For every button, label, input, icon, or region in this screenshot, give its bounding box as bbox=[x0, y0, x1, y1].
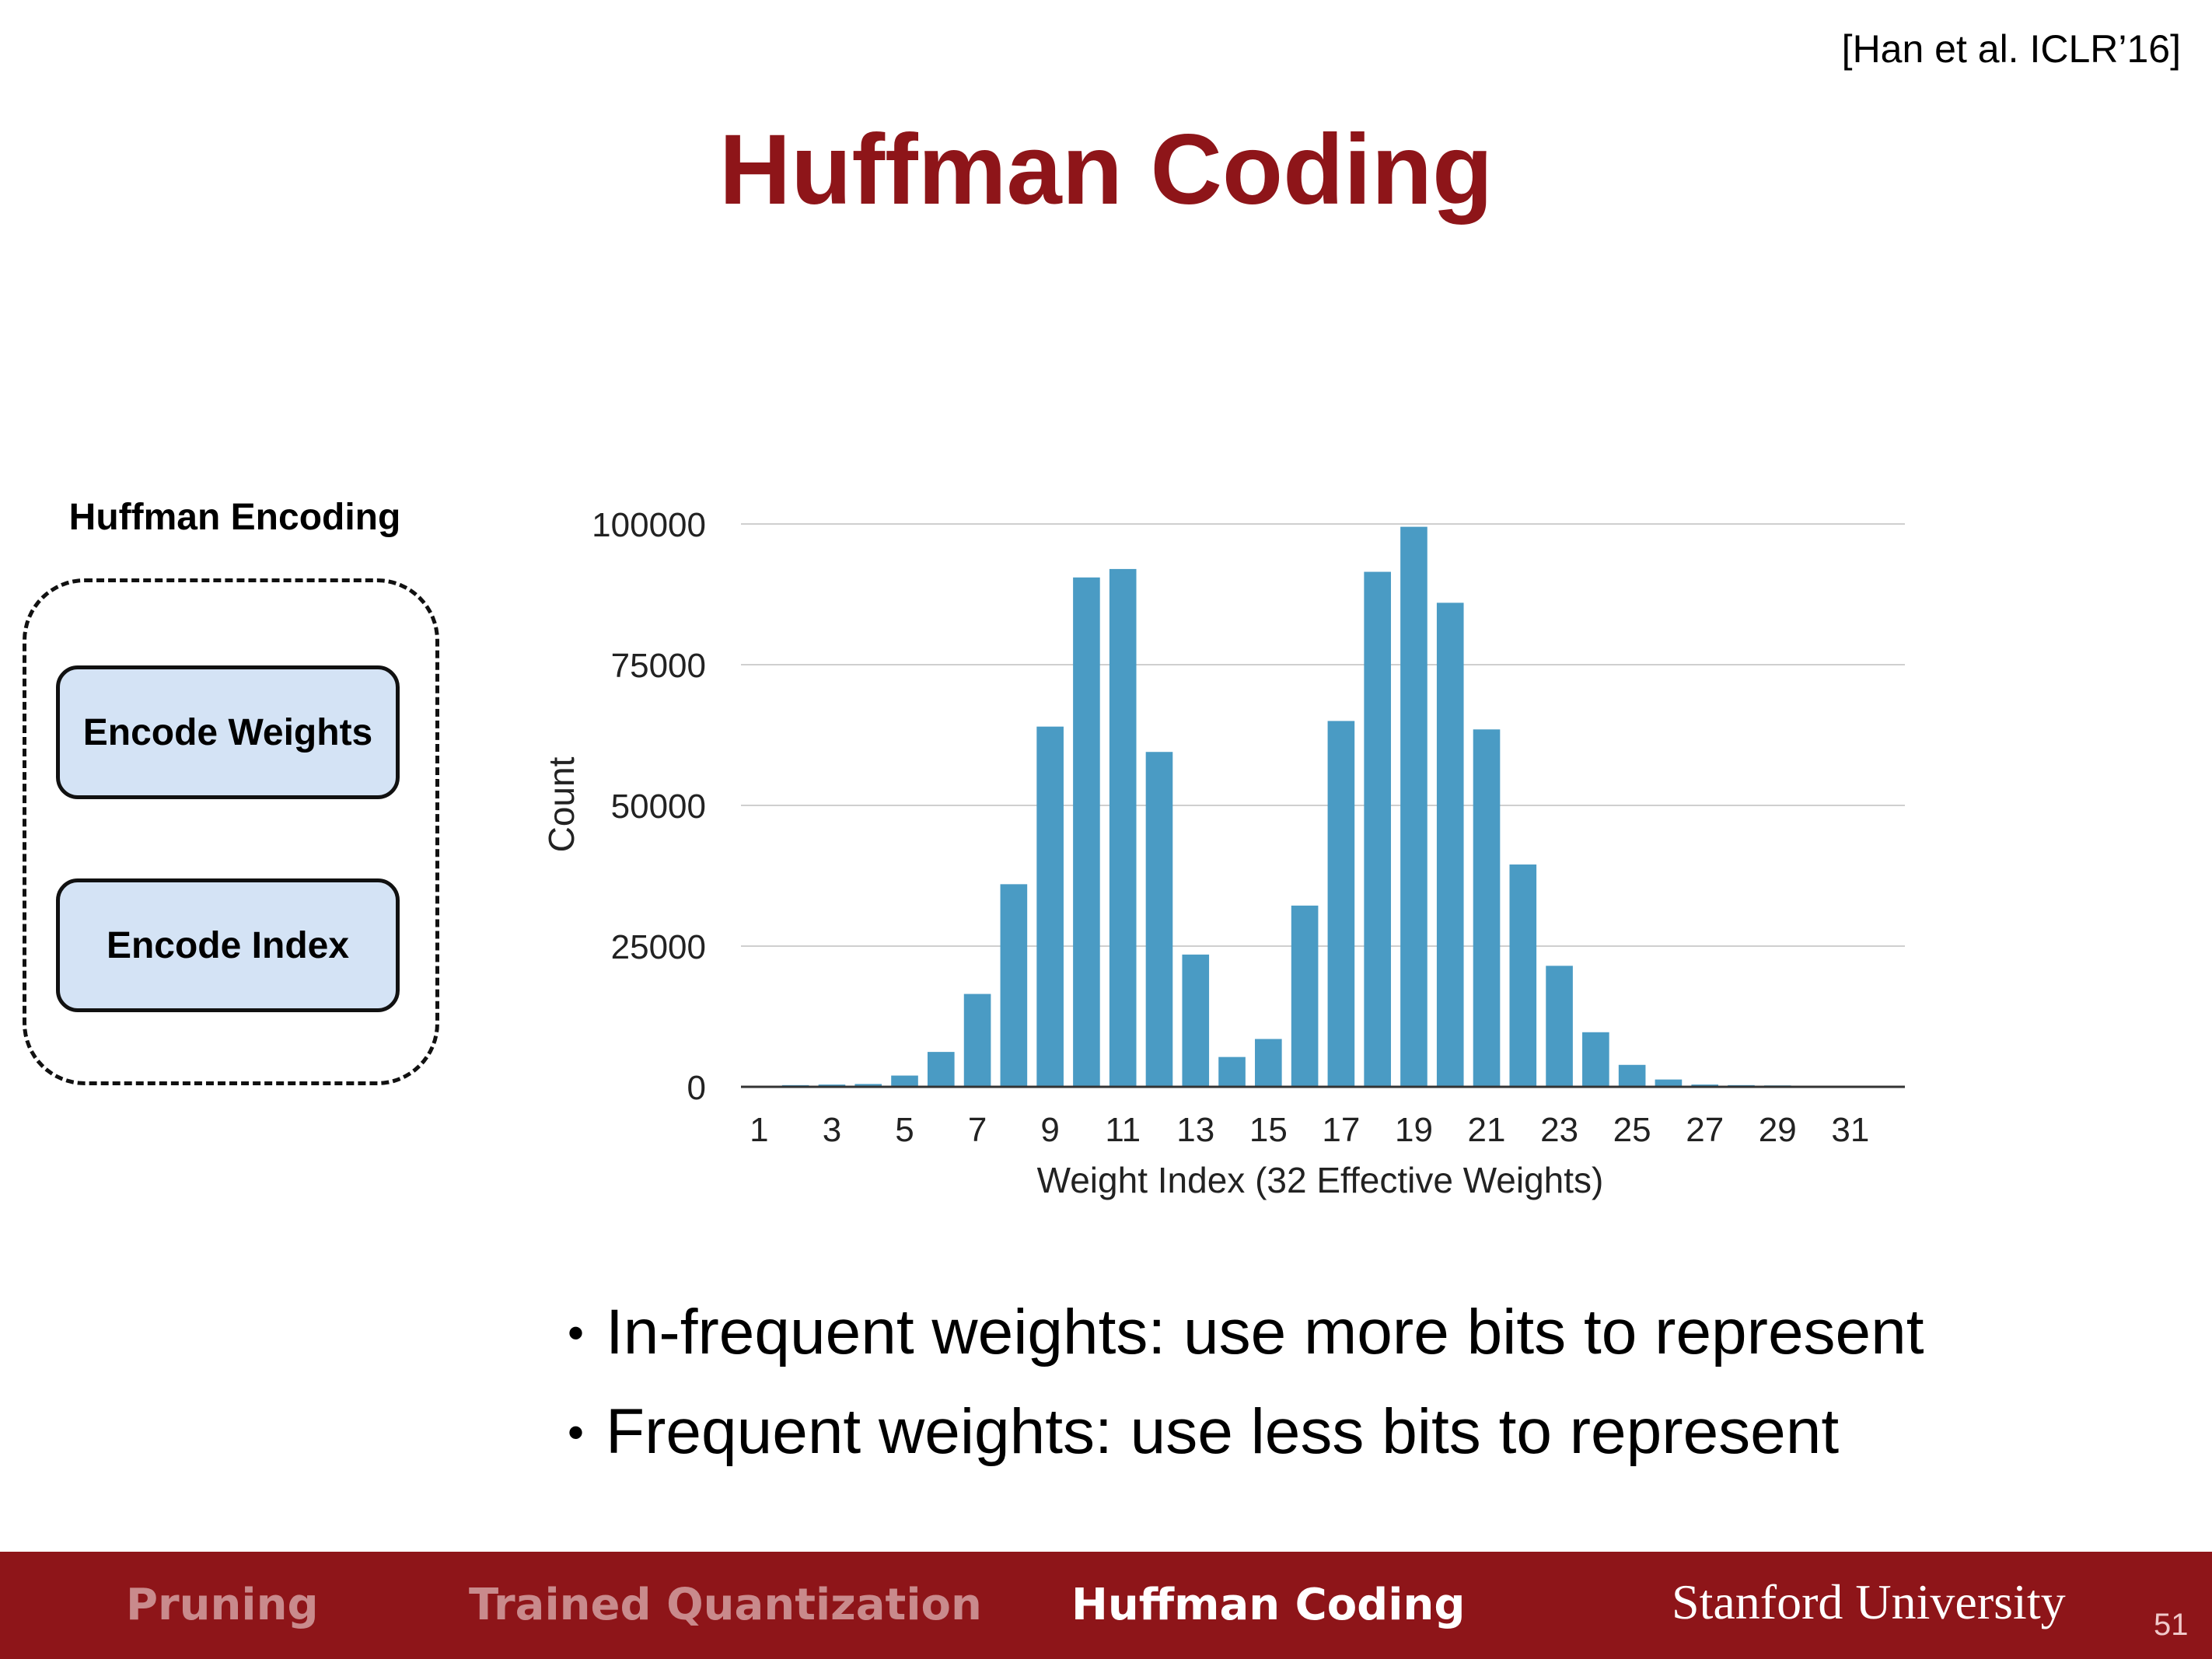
bar-weight-22 bbox=[1509, 864, 1537, 1087]
page-number: 51 bbox=[2154, 1608, 2189, 1642]
bullet-list: • In-frequent weights: use more bits to … bbox=[568, 1283, 1924, 1482]
footer-nav-huffman-coding: Huffman Coding bbox=[1071, 1580, 1466, 1630]
x-tick-label: 7 bbox=[968, 1111, 987, 1149]
bullet-text: Frequent weights: use less bits to repre… bbox=[606, 1396, 1840, 1467]
x-tick-label: 17 bbox=[1322, 1111, 1360, 1149]
bar-weight-26 bbox=[1655, 1079, 1683, 1087]
bar-weight-5 bbox=[891, 1075, 918, 1087]
x-tick-label: 3 bbox=[823, 1111, 841, 1149]
bullet-dot: • bbox=[568, 1406, 585, 1458]
x-tick-label: 23 bbox=[1540, 1111, 1578, 1149]
bar-weight-16 bbox=[1291, 905, 1319, 1087]
x-tick-label: 5 bbox=[895, 1111, 914, 1149]
citation: [Han et al. ICLR’16] bbox=[1841, 27, 2181, 71]
bar-weight-24 bbox=[1582, 1032, 1609, 1087]
bar-weight-23 bbox=[1546, 966, 1573, 1087]
y-tick-label: 75000 bbox=[611, 647, 706, 685]
bar-weight-25 bbox=[1618, 1064, 1646, 1087]
x-tick-label: 29 bbox=[1759, 1111, 1797, 1149]
stanford-logo: Stanford University bbox=[1672, 1574, 2066, 1629]
bullet-item: • Frequent weights: use less bits to rep… bbox=[568, 1382, 1924, 1482]
bar-weight-21 bbox=[1473, 729, 1501, 1087]
bar-weight-19 bbox=[1400, 526, 1427, 1087]
encode-weights-box: Encode Weights bbox=[56, 665, 400, 799]
bar-weight-15 bbox=[1255, 1039, 1282, 1087]
footer-nav-pruning: Pruning bbox=[126, 1580, 319, 1630]
y-tick-label: 0 bbox=[687, 1069, 706, 1107]
x-tick-label: 9 bbox=[1040, 1111, 1059, 1149]
y-tick-label: 100000 bbox=[592, 506, 706, 544]
x-tick-label: 31 bbox=[1831, 1111, 1869, 1149]
x-tick-label: 25 bbox=[1613, 1111, 1651, 1149]
bar-weight-13 bbox=[1182, 954, 1210, 1087]
x-axis-label: Weight Index (32 Effective Weights) bbox=[1037, 1160, 1604, 1200]
x-tick-label: 11 bbox=[1105, 1111, 1141, 1149]
bar-weight-7 bbox=[963, 994, 991, 1087]
huffman-encoding-label: Huffman Encoding bbox=[68, 497, 401, 538]
x-tick-label: 19 bbox=[1395, 1111, 1433, 1149]
y-tick-label: 25000 bbox=[611, 928, 706, 966]
y-tick-label: 50000 bbox=[611, 788, 706, 826]
bar-weight-10 bbox=[1073, 577, 1100, 1087]
footer-nav-trained-quantization: Trained Quantization bbox=[469, 1580, 982, 1630]
bar-weight-6 bbox=[927, 1052, 955, 1087]
x-tick-label: 13 bbox=[1176, 1111, 1214, 1149]
slide-title: Huffman Coding bbox=[718, 114, 1494, 225]
x-tick-label: 15 bbox=[1249, 1111, 1288, 1149]
bullet-item: • In-frequent weights: use more bits to … bbox=[568, 1283, 1924, 1382]
huffman-encoding-group bbox=[23, 578, 439, 1085]
y-axis-label: Count bbox=[541, 756, 582, 852]
bar-weight-8 bbox=[1000, 884, 1028, 1087]
x-tick-label: 21 bbox=[1468, 1111, 1506, 1149]
bullet-dot: • bbox=[568, 1306, 585, 1359]
x-tick-label: 27 bbox=[1686, 1111, 1724, 1149]
bar-weight-14 bbox=[1218, 1057, 1246, 1087]
bar-weight-20 bbox=[1436, 602, 1464, 1087]
bar-weight-18 bbox=[1364, 571, 1391, 1087]
bar-weight-17 bbox=[1327, 721, 1355, 1087]
bar-weight-11 bbox=[1109, 568, 1137, 1087]
bar-weight-12 bbox=[1145, 752, 1173, 1087]
bar-weight-4 bbox=[854, 1084, 882, 1087]
bullet-text: In-frequent weights: use more bits to re… bbox=[606, 1297, 1924, 1367]
encode-index-box: Encode Index bbox=[56, 878, 400, 1012]
bar-weight-9 bbox=[1036, 726, 1064, 1087]
x-tick-label: 1 bbox=[750, 1111, 768, 1149]
footer-bar: Pruning Trained Quantization Huffman Cod… bbox=[0, 1552, 2212, 1659]
